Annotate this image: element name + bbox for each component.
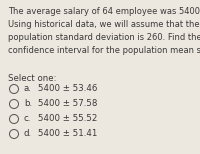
Text: The average salary of 64 employee was 5400.
Using historical data, we will assum: The average salary of 64 employee was 54… — [8, 7, 200, 55]
Text: 5400 ± 53.46: 5400 ± 53.46 — [38, 84, 97, 93]
Text: d.: d. — [24, 129, 32, 138]
Text: 5400 ± 51.41: 5400 ± 51.41 — [38, 129, 97, 138]
Text: 5400 ± 55.52: 5400 ± 55.52 — [38, 114, 97, 123]
Text: Select one:: Select one: — [8, 74, 57, 83]
Text: 5400 ± 57.58: 5400 ± 57.58 — [38, 99, 97, 108]
Text: a.: a. — [24, 84, 32, 93]
Text: b.: b. — [24, 99, 32, 108]
Text: c.: c. — [24, 114, 31, 123]
